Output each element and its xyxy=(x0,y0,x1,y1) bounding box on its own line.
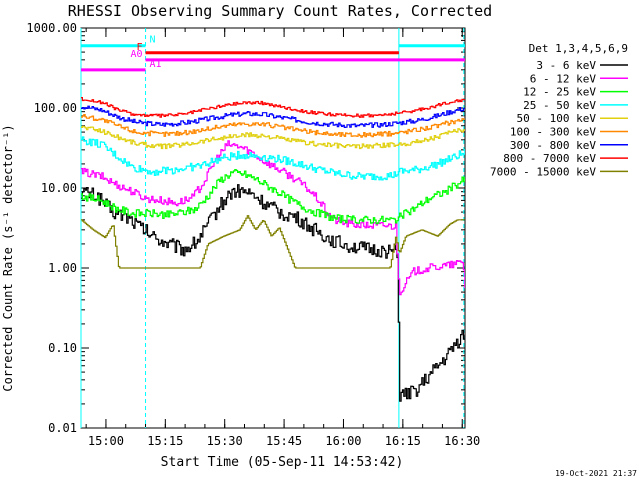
legend-label: 3 - 6 keV xyxy=(536,59,596,72)
series-line xyxy=(81,184,465,402)
series-line xyxy=(81,114,465,138)
attenuator-label: A0 xyxy=(130,49,142,60)
x-tick-label: 16:30 xyxy=(444,434,480,448)
plot-frame xyxy=(80,27,466,429)
legend-label: 800 - 7000 keV xyxy=(503,152,596,165)
y-tick-label: 1.00 xyxy=(48,261,77,275)
plot-area: 1000.00 100.00 10.00 1.00 0.10 0.01 15:00 15:15… xyxy=(26,21,480,448)
series-line xyxy=(81,105,465,128)
x-tick-label: 15:30 xyxy=(207,434,243,448)
attenuator-label: A1 xyxy=(150,59,162,70)
y-tick-label: 0.01 xyxy=(48,421,77,435)
legend-label: 300 - 800 keV xyxy=(510,139,596,152)
series-line xyxy=(81,125,465,150)
y-tick-label: 10.00 xyxy=(41,181,77,195)
series-line xyxy=(81,169,465,225)
series-line xyxy=(81,97,465,118)
legend-label: 7000 - 15000 keV xyxy=(490,165,596,178)
footer-date: 19-Oct-2021 21:37 xyxy=(555,469,637,478)
chart-title: RHESSI Observing Summary Count Rates, Co… xyxy=(68,2,492,20)
x-axis-label: Start Time (05-Sep-11 14:53:42) xyxy=(161,455,404,470)
legend-label: 12 - 25 keV xyxy=(523,86,596,99)
legend-label: 25 - 50 keV xyxy=(523,99,596,112)
x-tick-label: 16:15 xyxy=(385,434,421,448)
attenuator-label: F xyxy=(136,42,142,53)
attenuator-label: N xyxy=(150,35,156,46)
x-tick-label: 15:15 xyxy=(147,434,183,448)
legend-header: Det 1,3,4,5,6,9 xyxy=(529,42,628,55)
x-tick-label: 15:45 xyxy=(266,434,302,448)
y-tick-label: 100.00 xyxy=(34,101,77,115)
y-tick-label: 1000.00 xyxy=(26,21,77,35)
legend-label: 50 - 100 keV xyxy=(517,112,597,125)
series-line xyxy=(81,140,465,296)
y-axis-label: Corrected Count Rate (s⁻¹ detector⁻¹) xyxy=(1,124,15,391)
x-tick-label: 15:00 xyxy=(88,434,124,448)
series-line xyxy=(81,215,465,269)
legend-label: 6 - 12 keV xyxy=(530,72,597,85)
y-tick-label: 0.10 xyxy=(48,341,77,355)
series-line xyxy=(81,136,465,181)
x-tick-label: 16:00 xyxy=(325,434,361,448)
legend-label: 100 - 300 keV xyxy=(510,126,596,139)
